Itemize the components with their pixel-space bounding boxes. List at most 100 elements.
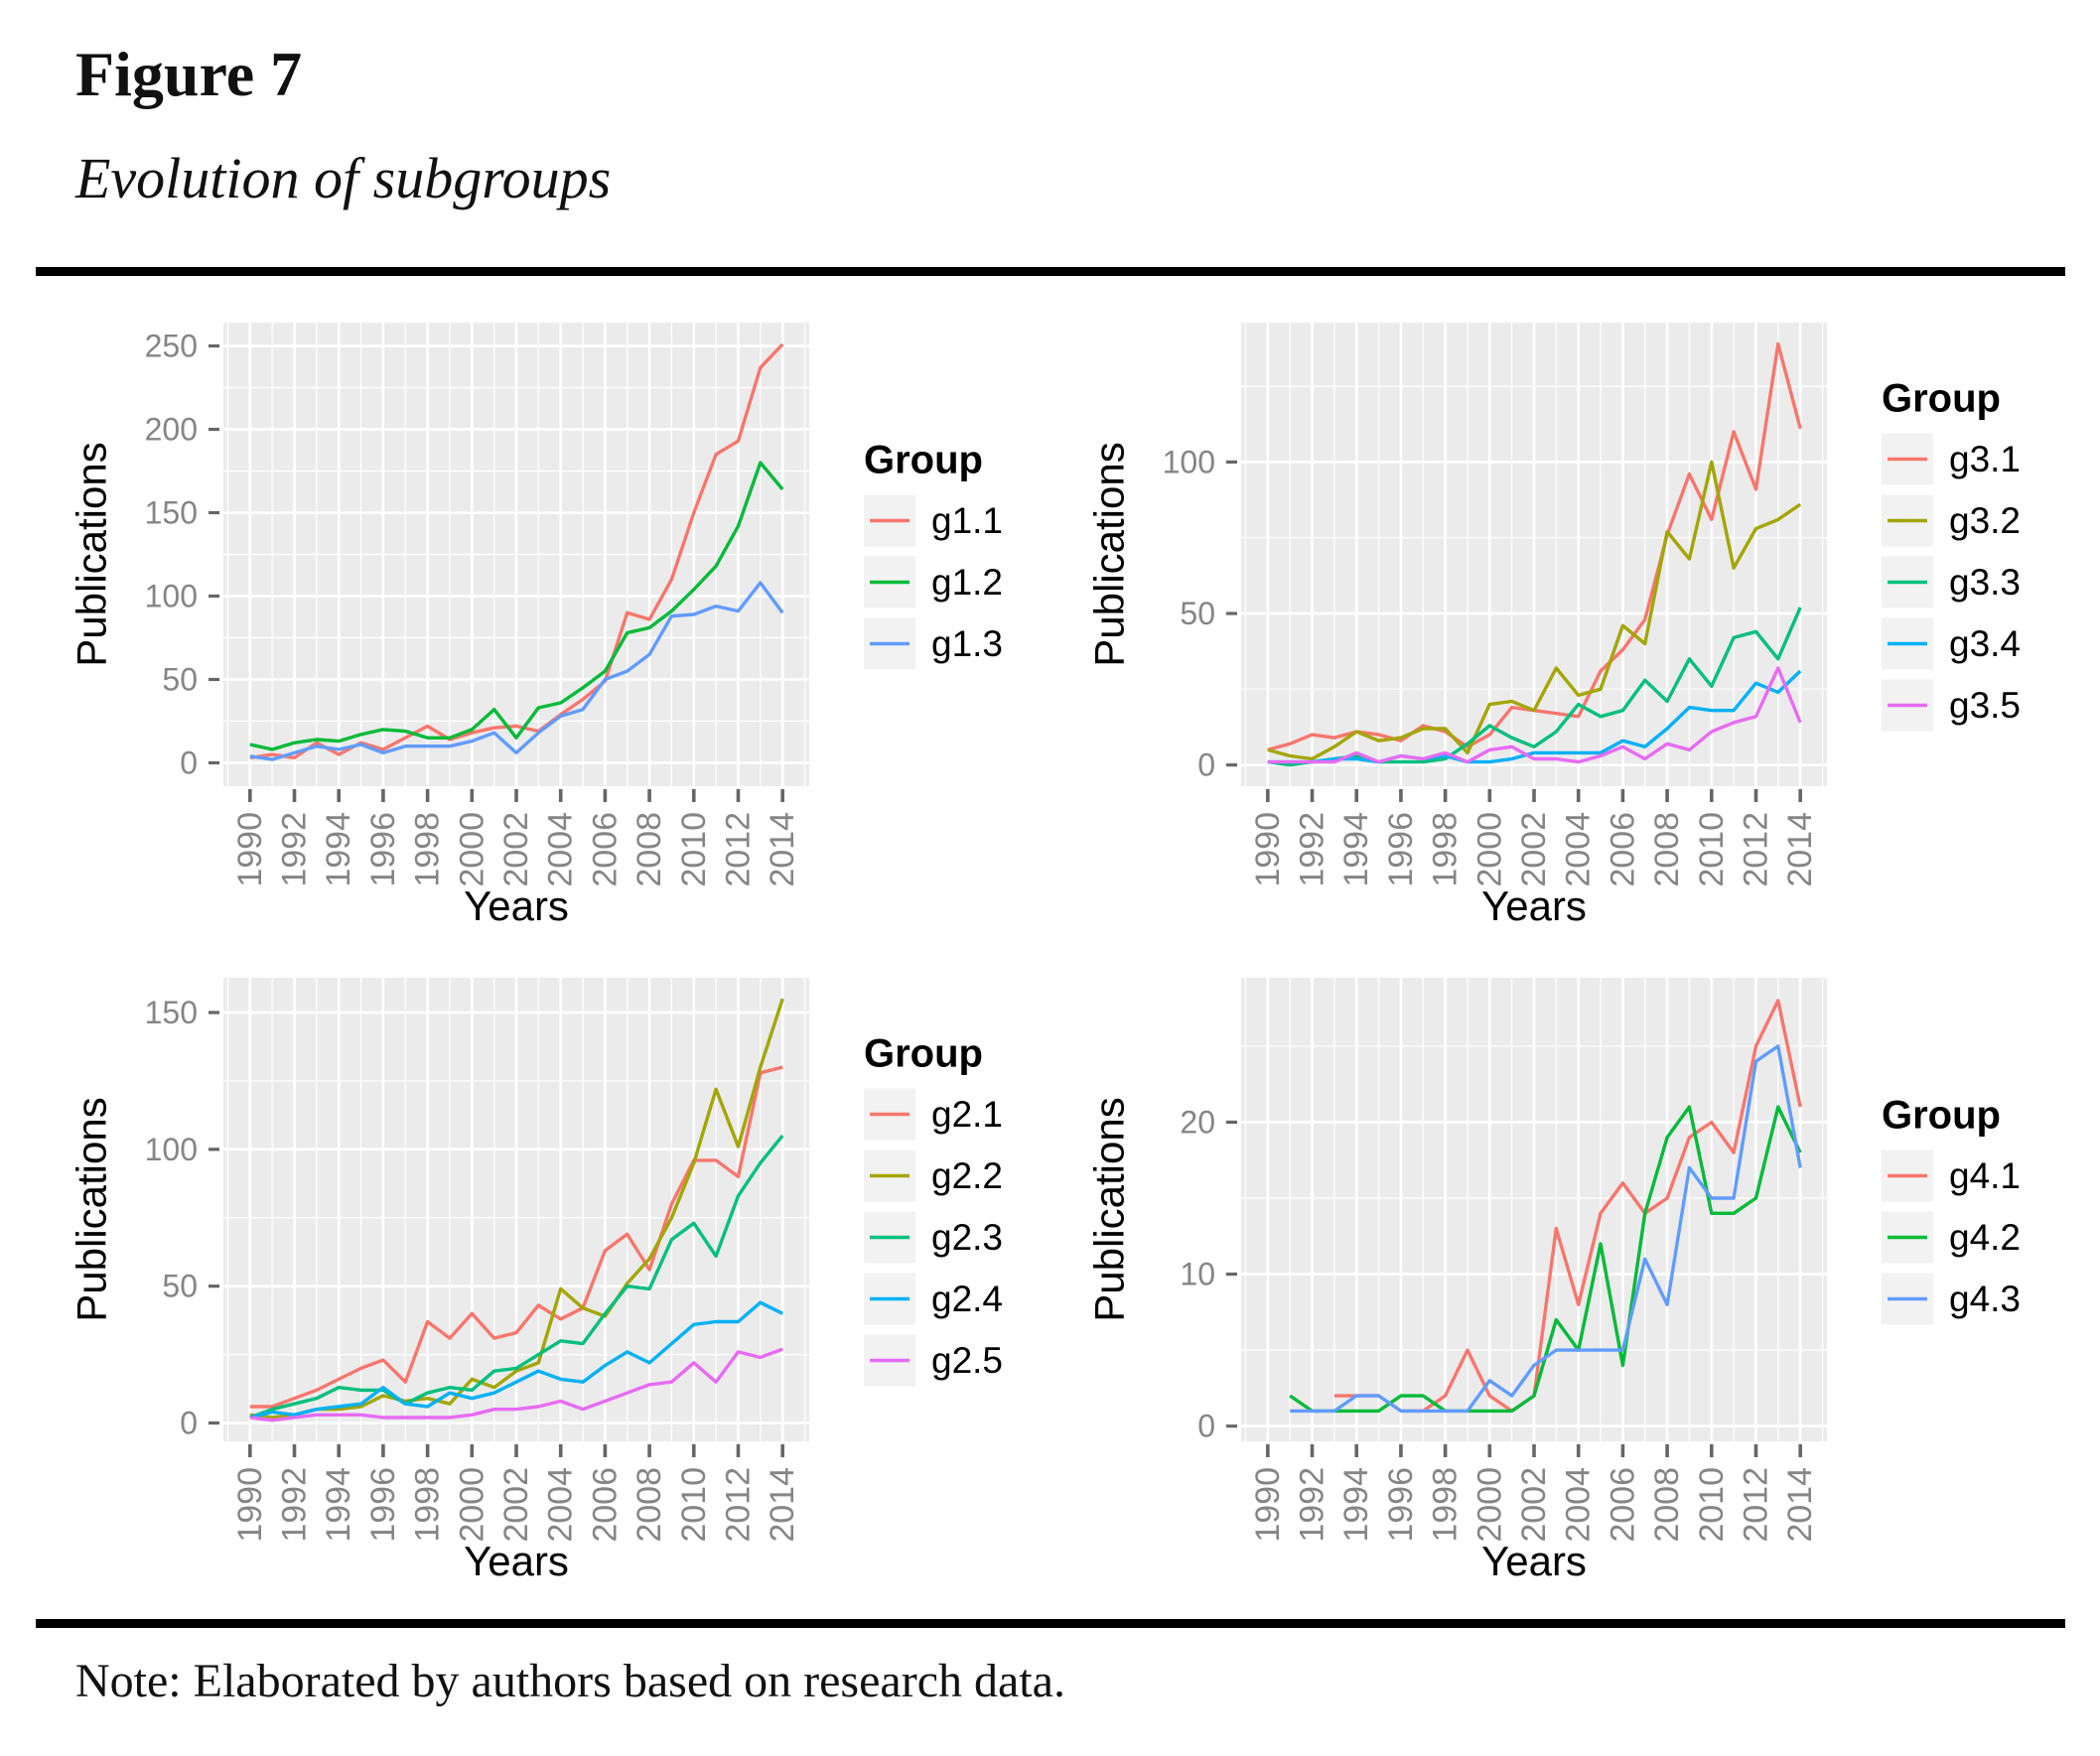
legend-label: g2.3 <box>931 1217 1003 1258</box>
y-tick-label: 150 <box>145 995 198 1030</box>
x-tick-label: 2000 <box>1470 1467 1508 1543</box>
legend-label: g3.4 <box>1949 623 2021 664</box>
x-tick-label: 2000 <box>1470 812 1508 887</box>
x-axis-title: Years <box>1481 1538 1587 1584</box>
x-tick-label: 2012 <box>719 1467 757 1543</box>
x-tick-label: 1994 <box>320 812 357 887</box>
figure-label: Figure 7 <box>75 39 303 109</box>
chart-top-right: 0 50 100 1990 1992 1994 1996 1998 2000 2002 2004 20… <box>1057 293 2060 933</box>
x-tick-label: 2000 <box>453 812 490 887</box>
y-tick-label: 0 <box>180 1406 198 1441</box>
y-tick-label: 0 <box>180 744 198 780</box>
series-line-g1.1 <box>249 342 784 760</box>
legend-label: g1.2 <box>931 562 1003 603</box>
x-tick-label: 1990 <box>1249 1467 1287 1543</box>
x-tick-label: 1994 <box>1337 1467 1375 1543</box>
y-tick-label: 0 <box>1197 747 1215 783</box>
series-line-g2.4 <box>249 1300 783 1419</box>
x-tick-label: 2014 <box>764 1467 801 1543</box>
bottom-rule <box>36 1619 2065 1628</box>
figure-title: Evolution of subgroups <box>75 146 612 210</box>
series-line-g4.3 <box>1290 1044 1802 1414</box>
x-tick-label: 2010 <box>675 1467 713 1543</box>
series-line-g3.2 <box>1267 460 1802 761</box>
x-tick-label: 1990 <box>1249 812 1287 887</box>
x-tick-label: 2006 <box>586 1467 624 1543</box>
legend-label: g4.3 <box>1949 1279 2021 1319</box>
x-tick-label: 2012 <box>719 812 757 887</box>
x-tick-label: 1990 <box>231 812 269 887</box>
y-tick-label: 150 <box>145 495 198 531</box>
series-line-g2.2 <box>249 998 784 1419</box>
x-tick-label: 1990 <box>231 1467 269 1543</box>
x-axis-title: Years <box>1481 882 1587 929</box>
x-tick-label: 1994 <box>1337 812 1375 887</box>
legend-label: g2.1 <box>931 1094 1003 1135</box>
x-tick-label: 2002 <box>497 1467 535 1543</box>
charts-grid: 0 50 100 150 200 250 1990 1992 1994 1996 1998 2000 2… <box>40 293 2060 1588</box>
legend-label: g4.1 <box>1949 1155 2021 1196</box>
x-tick-label: 2008 <box>1648 1467 1686 1543</box>
series-line-g3.5 <box>1267 666 1802 764</box>
x-tick-label: 1998 <box>409 1467 447 1543</box>
x-tick-label: 2002 <box>1515 1467 1553 1543</box>
y-tick-label: 50 <box>162 661 198 697</box>
x-tick-label: 1998 <box>1427 812 1465 887</box>
x-tick-label: 2004 <box>1560 812 1598 887</box>
x-tick-label: 2004 <box>1560 1467 1598 1543</box>
y-tick-label: 100 <box>145 1132 198 1167</box>
x-axis-title: Years <box>464 1538 569 1584</box>
x-tick-label: 2012 <box>1737 1467 1774 1543</box>
x-tick-label: 2008 <box>630 812 668 887</box>
legend-title: Group <box>864 1032 983 1076</box>
x-axis-title: Years <box>464 882 569 929</box>
x-tick-label: 2004 <box>542 812 580 887</box>
legend-label: g2.2 <box>931 1155 1003 1196</box>
legend-title: Group <box>1882 1094 2001 1138</box>
y-tick-label: 20 <box>1180 1104 1215 1140</box>
legend-label: g3.2 <box>1949 500 2021 541</box>
chart-top-left: 0 50 100 150 200 250 1990 1992 1994 1996 1998 2000 2… <box>40 293 1043 933</box>
legend-label: g1.1 <box>931 500 1003 541</box>
y-tick-label: 250 <box>145 329 198 364</box>
x-tick-label: 1992 <box>276 1467 314 1543</box>
top-rule <box>36 267 2065 276</box>
series-line-g3.4 <box>1267 669 1802 764</box>
y-tick-label: 200 <box>145 412 198 448</box>
x-tick-label: 2004 <box>542 1467 580 1543</box>
y-tick-label: 100 <box>1163 444 1215 479</box>
x-tick-label: 1996 <box>364 812 402 887</box>
chart-bottom-left: 0 50 100 150 1990 1992 1994 1996 1998 2000 2002 200… <box>40 948 1043 1588</box>
y-tick-label: 50 <box>1180 596 1215 631</box>
x-tick-label: 2002 <box>497 812 535 887</box>
x-tick-label: 1998 <box>1427 1467 1465 1543</box>
x-tick-label: 1996 <box>364 1467 402 1543</box>
legend-label: g4.2 <box>1949 1217 2021 1258</box>
x-tick-label: 1996 <box>1382 1467 1420 1543</box>
y-axis-title: Publications <box>69 442 115 666</box>
legend-label: g3.3 <box>1949 562 2021 603</box>
x-tick-label: 1998 <box>409 812 447 887</box>
series-line-g3.3 <box>1267 607 1802 767</box>
legend-label: g3.5 <box>1949 685 2021 726</box>
x-tick-label: 2000 <box>453 1467 490 1543</box>
x-tick-label: 1992 <box>1294 812 1331 887</box>
x-tick-label: 2006 <box>1604 1467 1641 1543</box>
series-line-g2.5 <box>249 1347 783 1422</box>
legend-label: g3.1 <box>1949 439 2021 479</box>
legend-label: g2.5 <box>931 1340 1003 1381</box>
y-tick-label: 10 <box>1180 1257 1215 1292</box>
y-axis-title: Publications <box>1086 442 1133 666</box>
x-tick-label: 2012 <box>1737 812 1774 887</box>
x-tick-label: 1994 <box>320 1467 357 1543</box>
x-tick-label: 2010 <box>1693 1467 1731 1543</box>
legend-label: g1.3 <box>931 623 1003 664</box>
x-tick-label: 2008 <box>1648 812 1686 887</box>
x-tick-label: 2014 <box>1781 812 1819 887</box>
y-tick-label: 0 <box>1197 1409 1215 1444</box>
x-tick-label: 2008 <box>630 1467 668 1543</box>
